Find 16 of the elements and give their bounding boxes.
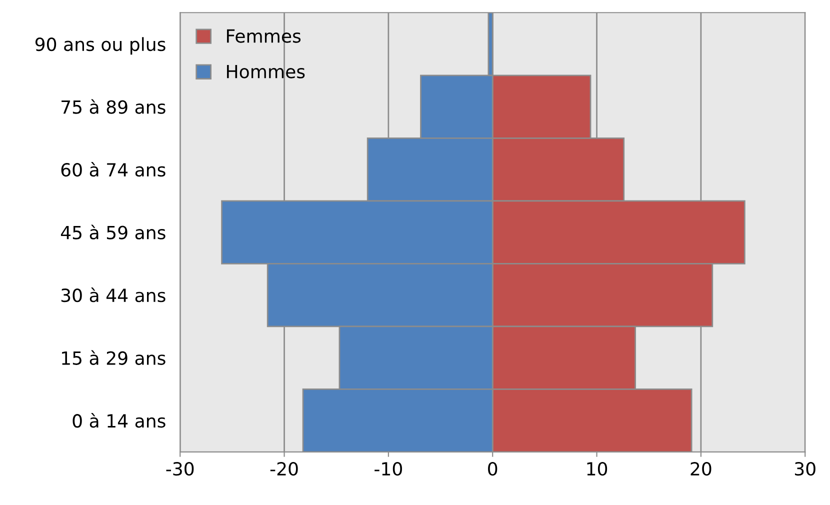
x-tick-label: -10 bbox=[374, 462, 402, 476]
y-tick-label: 90 ans ou plus bbox=[35, 37, 166, 55]
x-tick-label: 0 bbox=[488, 462, 498, 476]
x-tick-label: 30 bbox=[794, 462, 816, 476]
x-tick-label: -20 bbox=[270, 462, 298, 476]
y-tick-label: 15 à 29 ans bbox=[62, 350, 166, 365]
y-tick-label: 0 à 14 ans bbox=[72, 413, 166, 428]
x-tick-label: -30 bbox=[166, 462, 194, 476]
x-tick-label: 10 bbox=[587, 462, 608, 476]
x-tick-label: 20 bbox=[690, 462, 712, 476]
y-tick-label: 45 à 59 ans bbox=[60, 224, 166, 240]
legend-label: Hommes bbox=[227, 64, 305, 78]
y-tick-label: 75 à 89 ans bbox=[62, 99, 166, 114]
y-tick-label: 60 à 74 ans bbox=[61, 162, 166, 177]
y-tick-label: 30 à 44 ans bbox=[61, 287, 166, 302]
legend-label: Femmes bbox=[227, 29, 301, 43]
